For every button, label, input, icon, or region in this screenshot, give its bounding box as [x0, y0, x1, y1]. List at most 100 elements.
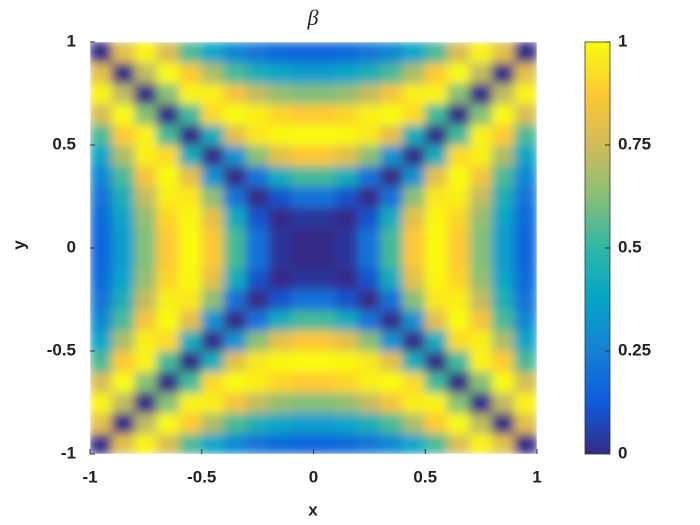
heatmap-cells [90, 42, 537, 454]
heatmap-cell [245, 82, 270, 105]
heatmap-cell [245, 42, 270, 64]
heatmap-cell [514, 288, 537, 311]
heatmap-cell [491, 226, 516, 249]
heatmap-cell [335, 268, 359, 290]
heatmap-cell [245, 268, 270, 290]
heatmap-cell [380, 206, 404, 228]
heatmap-cell [111, 309, 136, 331]
colorbar-tick-label: 0.75 [618, 134, 651, 153]
heatmap-cell [447, 165, 471, 187]
heatmap-cell [402, 103, 426, 125]
heatmap-cell [90, 206, 113, 228]
heatmap-cell [380, 42, 404, 64]
heatmap-cell [178, 412, 203, 434]
heatmap-cell [357, 371, 382, 393]
heatmap-cell [223, 329, 247, 352]
heatmap-cell [156, 103, 180, 125]
heatmap-cell [156, 226, 180, 249]
heatmap-cell [313, 226, 337, 249]
heatmap-cell [335, 329, 359, 352]
heatmap-cell [223, 42, 247, 64]
heatmap-cell [201, 226, 225, 249]
heatmap-cell [178, 329, 203, 352]
heatmap-cell [424, 185, 449, 208]
heatmap-cell [268, 432, 292, 454]
heatmap-cell [424, 268, 449, 290]
heatmap-cell [313, 268, 337, 290]
heatmap-cell [111, 206, 136, 228]
heatmap-cell [156, 432, 180, 454]
heatmap-cell [491, 391, 516, 414]
heatmap-cell [134, 371, 158, 393]
heatmap-cell [290, 247, 314, 270]
heatmap-cell [402, 309, 426, 331]
heatmap-cell [424, 226, 449, 249]
heatmap-cell [335, 42, 359, 64]
heatmap-cell [268, 206, 292, 228]
heatmap-cell [357, 62, 382, 84]
heatmap-cell [357, 226, 382, 249]
heatmap-cell [290, 82, 314, 105]
heatmap-cell [402, 144, 426, 167]
heatmap-cell [313, 42, 337, 64]
heatmap-cell [134, 412, 158, 434]
heatmap-cell [201, 350, 225, 373]
heatmap-cell [111, 247, 136, 270]
heatmap-cell [268, 391, 292, 414]
heatmap-cell [335, 62, 359, 84]
heatmap-cell [156, 62, 180, 84]
colorbar-tick-label: 0.25 [618, 340, 651, 359]
heatmap-cell [223, 288, 247, 311]
heatmap-cell [134, 144, 158, 167]
heatmap-cell [447, 432, 471, 454]
heatmap-cell [447, 103, 471, 125]
heatmap-cell [469, 226, 493, 249]
y-tick-label: 1 [67, 31, 76, 50]
heatmap-cell [491, 185, 516, 208]
heatmap-cell [290, 103, 314, 125]
heatmap-cell [447, 350, 471, 373]
heatmap-cell [313, 412, 337, 434]
heatmap-cell [357, 412, 382, 434]
heatmap-cell [424, 412, 449, 434]
heatmap-cell [424, 371, 449, 393]
heatmap-cell [201, 329, 225, 352]
heatmap-cell [134, 432, 158, 454]
heatmap-cell [402, 412, 426, 434]
heatmap-cell [424, 247, 449, 270]
heatmap-cell [447, 412, 471, 434]
heatmap-cell [111, 226, 136, 249]
heatmap-cell [424, 350, 449, 373]
heatmap-cell [268, 82, 292, 105]
heatmap-cell [357, 144, 382, 167]
heatmap-cell [223, 62, 247, 84]
heatmap-cell [469, 288, 493, 311]
heatmap-cell [268, 185, 292, 208]
heatmap-cell [491, 144, 516, 167]
heatmap-cell [313, 62, 337, 84]
colorbar-tick-label: 0 [618, 443, 627, 462]
heatmap-cell [134, 329, 158, 352]
heatmap-cell [491, 165, 516, 187]
heatmap-cell [111, 432, 136, 454]
heatmap-cell [380, 371, 404, 393]
heatmap-cell [178, 391, 203, 414]
heatmap-cell [134, 288, 158, 311]
heatmap-cell [268, 329, 292, 352]
heatmap-cell [134, 268, 158, 290]
heatmap-cell [402, 329, 426, 352]
heatmap-cell [402, 82, 426, 105]
heatmap-cell [90, 350, 113, 373]
y-tick-label: -1 [61, 443, 76, 462]
heatmap-cell [447, 268, 471, 290]
heatmap-cell [290, 206, 314, 228]
heatmap-cell [514, 123, 537, 146]
heatmap-cell [514, 82, 537, 105]
heatmap-cell [380, 62, 404, 84]
heatmap-cell [90, 371, 113, 393]
heatmap-cell [469, 206, 493, 228]
heatmap-cell [134, 309, 158, 331]
heatmap-cell [447, 391, 471, 414]
heatmap-cell [335, 103, 359, 125]
heatmap-cell [245, 391, 270, 414]
